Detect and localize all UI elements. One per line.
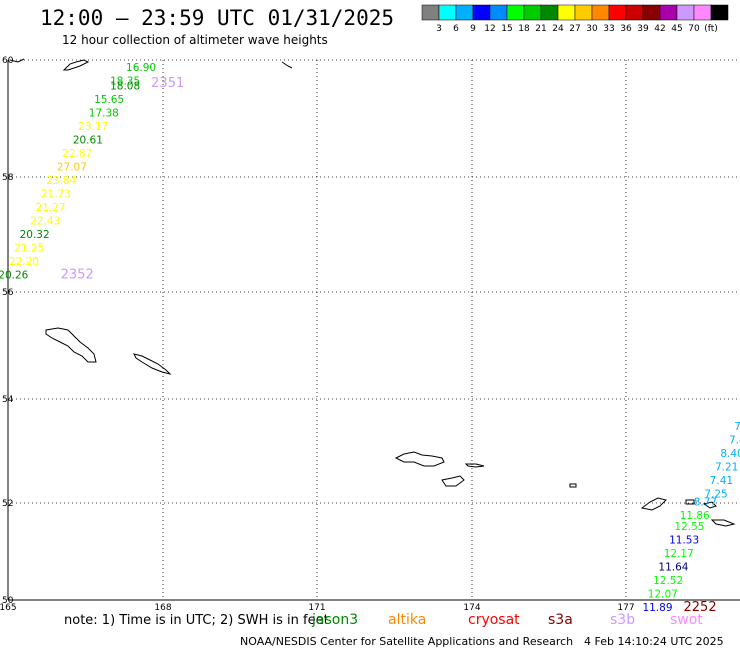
wave-height-label: 22.87 bbox=[62, 148, 92, 160]
pass-time-label: 2252 bbox=[684, 600, 717, 615]
wave-height-label: 21.27 bbox=[36, 202, 66, 214]
wave-height-label: 7.8 bbox=[729, 434, 740, 446]
wave-height-label: 7.41 bbox=[710, 475, 733, 487]
wave-height-label: 11.86 bbox=[680, 510, 710, 522]
colorbar-swatch bbox=[710, 4, 729, 21]
semisopochnoi-island bbox=[710, 519, 736, 527]
coastline-north-spit bbox=[281, 61, 293, 69]
colorbar-label: 18 bbox=[518, 24, 530, 34]
colorbar-label: 24 bbox=[552, 24, 564, 34]
wave-height-label: 11.53 bbox=[669, 534, 699, 546]
colorbar-label: 30 bbox=[586, 24, 598, 34]
wave-height-label: 21.73 bbox=[41, 189, 71, 201]
wave-height-label: 22.20 bbox=[9, 256, 39, 268]
kiska-island bbox=[640, 497, 667, 511]
colorbar-label: 42 bbox=[654, 24, 665, 34]
satellite-legend-swot: swot bbox=[670, 612, 703, 628]
footer-note: note: 1) Time is in UTC; 2) SWH is in fe… bbox=[64, 613, 329, 628]
coastline-kamchatka-tip bbox=[62, 59, 90, 71]
rat-island bbox=[685, 499, 695, 505]
pass-time-label: 2352 bbox=[61, 268, 94, 283]
wave-height-label: 12.52 bbox=[653, 575, 683, 587]
coastline-layer bbox=[9, 58, 736, 527]
wave-height-label: 12.17 bbox=[664, 548, 694, 560]
colorbar-label: 21 bbox=[535, 24, 546, 34]
colorbar-label: 39 bbox=[637, 24, 649, 34]
buldir-island bbox=[569, 483, 577, 488]
colorbar-label: 12 bbox=[484, 24, 495, 34]
wave-height-label: 7.25 bbox=[704, 488, 727, 500]
colorbar-label: 45 bbox=[671, 24, 682, 34]
page-subtitle: 12 hour collection of altimeter wave hei… bbox=[62, 33, 328, 47]
longitude-tick-label: 165 bbox=[0, 603, 17, 613]
longitude-tick-label: 174 bbox=[463, 603, 480, 613]
amchitka-island bbox=[702, 501, 717, 509]
wave-height-label: 20.32 bbox=[20, 229, 50, 241]
wave-height-label: 16.90 bbox=[126, 62, 156, 74]
wave-height-label: 15.65 bbox=[94, 94, 124, 106]
colorbar-label: 6 bbox=[453, 24, 459, 34]
wave-height-colorbar: 3 6 9 12 15 18 21 24 27 30 33 36 39 42 45 70 (ft) bbox=[421, 4, 729, 34]
wave-height-label: 7.21 bbox=[715, 461, 738, 473]
satellite-legend-jason3: jason3 bbox=[312, 612, 359, 628]
wave-height-label: 11.64 bbox=[658, 561, 688, 573]
page-title: 12:00 — 23:59 UTC 01/31/2025 bbox=[40, 6, 395, 30]
wave-height-label: 8.40 bbox=[720, 448, 740, 460]
wave-height-label: 12.55 bbox=[674, 521, 704, 533]
wave-height-label: 8.77 bbox=[694, 497, 717, 509]
wave-height-label: 7.7 bbox=[734, 421, 740, 433]
wave-height-label: 11.89 bbox=[642, 602, 672, 614]
satellite-legend-altika: altika bbox=[388, 612, 427, 628]
colorbar-label: 33 bbox=[603, 24, 614, 34]
longitude-tick-label: 177 bbox=[617, 603, 634, 613]
footer-credit: NOAA/NESDIS Center for Satellite Applica… bbox=[240, 635, 574, 648]
wave-height-label: 12.07 bbox=[648, 588, 678, 600]
longitude-tick-label: 171 bbox=[308, 603, 325, 613]
satellite-legend-s3a: s3a bbox=[548, 612, 573, 628]
wave-height-label: 18.08 bbox=[110, 81, 140, 93]
coastline-north-edge bbox=[9, 58, 25, 63]
colorbar-label: 27 bbox=[569, 24, 580, 34]
satellite-legend-cryosat: cryosat bbox=[468, 612, 520, 628]
footer-generated: 4 Feb 14:10:24 UTC 2025 bbox=[584, 635, 724, 648]
attu-island bbox=[394, 451, 445, 467]
colorbar-label: (ft) bbox=[704, 24, 718, 34]
latitude-tick-label: 58 bbox=[2, 173, 14, 183]
shemya-island bbox=[464, 463, 485, 468]
agattu-island bbox=[441, 475, 465, 487]
wave-height-label: 21.25 bbox=[14, 243, 44, 255]
pass-time-label: 2351 bbox=[151, 76, 184, 91]
latitude-tick-label: 54 bbox=[2, 395, 14, 405]
bering-island bbox=[45, 327, 97, 363]
latitude-tick-label: 56 bbox=[2, 288, 14, 298]
wave-height-label: 18.35 bbox=[110, 75, 140, 87]
pass-time-labels: 2351 2352 2252 bbox=[61, 76, 717, 615]
wave-height-label: 23.17 bbox=[78, 121, 108, 133]
wave-height-label: 22.43 bbox=[30, 216, 60, 228]
latitude-tick-label: 52 bbox=[2, 499, 13, 509]
wave-height-label: 17.38 bbox=[89, 108, 119, 120]
latitude-tick-label: 50 bbox=[2, 596, 14, 606]
colorbar-label: 36 bbox=[620, 24, 632, 34]
colorbar-label: 9 bbox=[470, 24, 476, 34]
colorbar-label: 70 bbox=[688, 24, 700, 34]
wave-height-label: 20.26 bbox=[0, 270, 29, 282]
latitude-tick-label: 60 bbox=[2, 56, 14, 66]
map-grid: 165 168 171 174 177 60 58 56 54 52 50 bbox=[0, 56, 740, 613]
medny-island bbox=[133, 353, 172, 375]
colorbar-label: 3 bbox=[436, 24, 442, 34]
wave-height-label: 20.61 bbox=[73, 135, 103, 147]
longitude-tick-label: 168 bbox=[154, 603, 171, 613]
wave-height-label: 27.07 bbox=[57, 162, 87, 174]
satellite-legend-s3b: s3b bbox=[610, 612, 636, 628]
wave-height-label: 23.84 bbox=[46, 175, 76, 187]
colorbar-label: 15 bbox=[501, 24, 512, 34]
